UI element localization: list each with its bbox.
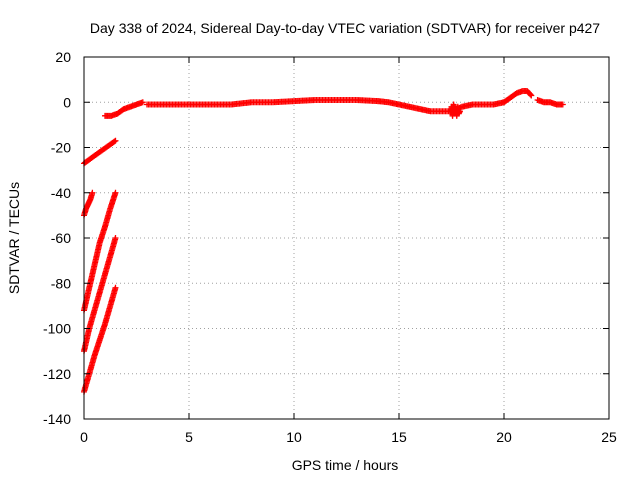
data-point <box>456 108 463 115</box>
y-tick-label: -40 <box>51 185 71 201</box>
axis-ticks: 0 5 10 15 20 25 20 0 -20 -40 -60 -80 -100 -120 -140 <box>43 49 617 445</box>
x-tick-label: 10 <box>286 429 302 445</box>
data-points <box>81 87 566 395</box>
data-point <box>89 189 96 196</box>
data-point <box>528 92 535 99</box>
data-point <box>527 91 534 98</box>
data-point <box>112 284 119 291</box>
y-tick-label: -60 <box>51 230 71 246</box>
x-tick-label: 15 <box>391 429 407 445</box>
y-tick-label: 20 <box>55 49 71 65</box>
x-axis-label: GPS time / hours <box>292 457 399 473</box>
x-tick-label: 20 <box>496 429 512 445</box>
data-point <box>112 235 119 241</box>
x-tick-label: 5 <box>185 429 193 445</box>
chart-title: Day 338 of 2024, Sidereal Day-to-day VTE… <box>90 20 600 36</box>
y-tick-label: -100 <box>43 321 71 337</box>
x-tick-label: 0 <box>80 429 88 445</box>
y-tick-label: -140 <box>43 411 71 427</box>
data-point <box>112 137 119 144</box>
data-point <box>111 138 118 145</box>
data-point <box>139 99 146 106</box>
data-point <box>112 189 119 196</box>
y-tick-label: -20 <box>51 140 71 156</box>
y-tick-label: -80 <box>51 275 71 291</box>
grid-lines <box>84 57 609 419</box>
y-tick-label: -120 <box>43 366 71 382</box>
x-tick-label: 25 <box>601 429 617 445</box>
data-point <box>559 101 566 108</box>
y-axis-label: SDTVAR / TECUs <box>6 182 22 294</box>
y-tick-label: 0 <box>63 94 71 110</box>
